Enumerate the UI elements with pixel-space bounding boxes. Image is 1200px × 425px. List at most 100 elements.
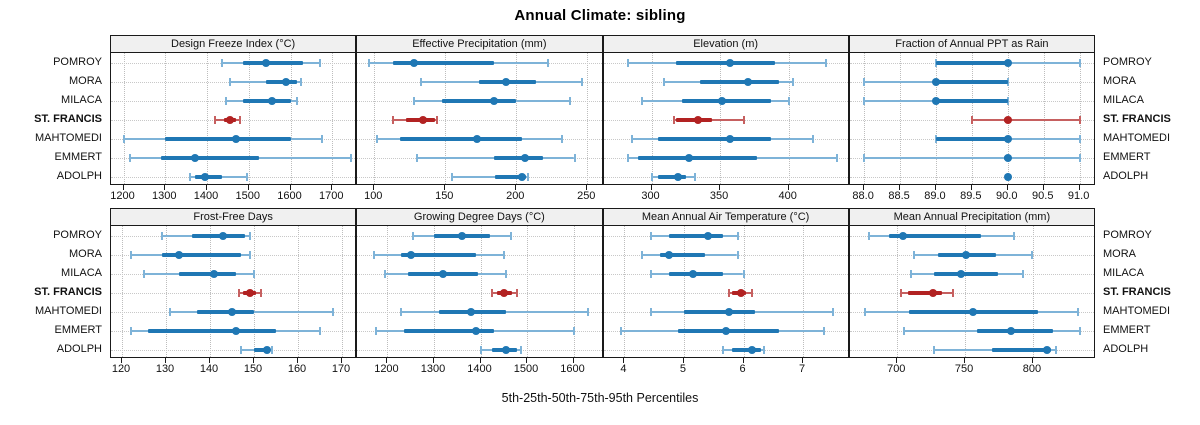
whisker-cap-high-st-francis [515, 288, 518, 297]
axis-tick [433, 358, 435, 363]
axis-tick [1078, 185, 1080, 190]
whisker-cap-low-mora [912, 250, 915, 259]
iqr-box-emmert [977, 328, 1054, 333]
whisker-cap-high-pomroy [248, 231, 251, 240]
axis-tick [1042, 185, 1044, 190]
site-label-right-emmert: EMMERT [1103, 150, 1151, 163]
whisker-cap-high-adolph [245, 172, 248, 181]
site-label-left-pomroy: POMROY [53, 55, 102, 68]
whisker-cap-low-adolph [189, 172, 192, 181]
axis-tick [863, 185, 865, 190]
axis-tick [586, 185, 588, 190]
median-dot-mahtomedi [467, 307, 476, 316]
axis-tick-label: 1600 [277, 190, 302, 202]
whisker-cap-low-mora [129, 250, 132, 259]
whisker-cap-low-emmert [415, 153, 418, 162]
median-dot-adolph [502, 345, 511, 354]
whisker-cap-high-mahtomedi [586, 307, 589, 316]
grid-line-v [587, 53, 589, 184]
iqr-box-emmert [161, 155, 260, 160]
median-dot-milaca [489, 96, 498, 105]
panel-axis-frost-free-days: 120 130 140 150 160 170 [110, 358, 356, 380]
axis-tick-label: 4 [620, 363, 627, 375]
axis-tick-label: 1500 [235, 190, 261, 202]
grid-line-v [788, 53, 790, 184]
median-dot-st-francis [245, 288, 254, 297]
panel-strip-mean-annual-air-temperature-c: Mean Annual Air Temperature (°C) [602, 208, 849, 226]
iqr-box-milaca [442, 98, 517, 103]
whisker-cap-high-emmert [1079, 326, 1082, 335]
grid-line-v [965, 226, 967, 357]
median-dot-pomroy [898, 231, 907, 240]
whisker-cap-low-milaca [650, 269, 653, 278]
iqr-box-mahtomedi [935, 136, 1008, 141]
whisker-cap-low-st-francis [970, 115, 973, 124]
site-label-left-st-francis: ST. FRANCIS [34, 285, 102, 298]
whisker-cap-high-mahtomedi [1078, 134, 1081, 143]
site-label-right-adolph: ADOLPH [1103, 342, 1149, 355]
grid-line-v [165, 53, 167, 184]
panel-axis-elevation-m: 300 350 400 [603, 185, 849, 207]
whisker-cap-low-st-francis [214, 115, 217, 124]
site-label-left-adolph: ADOLPH [56, 169, 102, 182]
whisker-cap-high-mora [791, 77, 794, 86]
axis-tick [682, 358, 684, 363]
axis-tick [373, 185, 375, 190]
axis-tick [121, 358, 122, 363]
whisker-cap-low-st-francis [237, 288, 240, 297]
median-dot-pomroy [410, 58, 419, 67]
median-dot-adolph [200, 172, 209, 181]
grid-line-h [849, 176, 1094, 178]
axis-tick-label: 140 [199, 363, 219, 375]
panel-design-freeze-index-c: Design Freeze Index (°C) 1200 1300 1400 1500… [110, 35, 357, 207]
grid-line-v [516, 53, 518, 184]
whisker-cap-low-mora [641, 250, 644, 259]
site-labels-left-row1: POMROY MORA MILACA ST. FRANCIS MAHTOMEDI EMME… [0, 52, 109, 185]
iqr-box-pomroy [935, 60, 1008, 65]
site-label-right-mahtomedi: MAHTOMEDI [1103, 131, 1171, 144]
chart-title: Annual Climate: sibling [514, 7, 686, 24]
median-dot-milaca [957, 269, 966, 278]
median-dot-adolph [748, 345, 757, 354]
axis-tick-label: 89.0 [924, 190, 946, 202]
whisker-cap-high-pomroy [1012, 231, 1015, 240]
whisker-line-emmert [864, 156, 1080, 159]
whisker-cap-high-st-francis [435, 115, 438, 124]
site-label-left-mahtomedi: MAHTOMEDI [34, 131, 102, 144]
whisker-cap-high-emmert [572, 326, 575, 335]
axis-tick [572, 358, 574, 363]
axis-tick-label: 300 [641, 190, 660, 202]
median-dot-st-francis [226, 115, 234, 124]
axis-tick-label: 350 [709, 190, 729, 202]
grid-line-h [357, 292, 602, 294]
site-label-left-st-francis: ST. FRANCIS [34, 112, 102, 125]
median-dot-mahtomedi [232, 134, 241, 143]
whisker-cap-high-mora [1030, 250, 1033, 259]
grid-line-v [683, 226, 685, 357]
axis-tick-label: 800 [1022, 363, 1042, 375]
axis-tick-label: 750 [954, 363, 974, 375]
grid-line-v [480, 226, 482, 357]
axis-tick-label: 1600 [560, 363, 585, 375]
median-dot-milaca [688, 269, 697, 278]
panel-plot-fraction-of-annual-ppt-as-rain [848, 52, 1095, 185]
grid-line-v [374, 53, 376, 184]
grid-line-h [111, 349, 356, 351]
whisker-cap-low-milaca [224, 96, 227, 105]
iqr-box-pomroy [392, 60, 494, 65]
median-dot-pomroy [725, 58, 734, 67]
axis-tick [899, 185, 901, 190]
whisker-cap-low-emmert [129, 326, 132, 335]
median-dot-milaca [931, 96, 940, 105]
axis-tick [386, 358, 388, 363]
axis-tick-label: 89.5 [960, 190, 982, 202]
grid-line-v [210, 226, 211, 357]
grid-line-v [248, 53, 250, 184]
median-dot-pomroy [703, 231, 712, 240]
median-dot-mahtomedi [1003, 134, 1012, 143]
median-dot-mora [931, 77, 940, 86]
axis-tick-label: 90.5 [1032, 190, 1054, 202]
axis-tick [802, 358, 804, 363]
whisker-cap-low-mahtomedi [169, 307, 172, 316]
whisker-cap-low-mora [372, 250, 375, 259]
